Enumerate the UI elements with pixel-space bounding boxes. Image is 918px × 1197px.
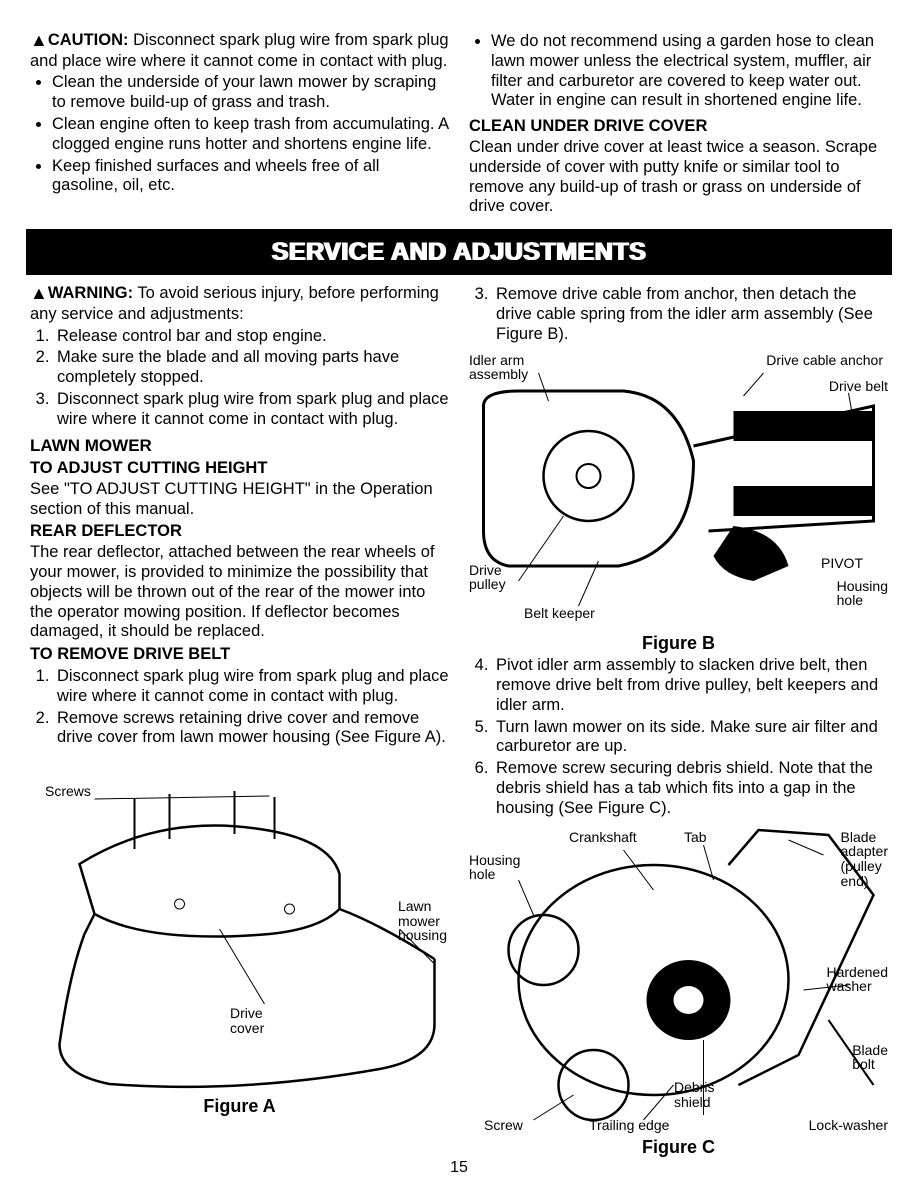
figC-label-trailing: Trailing edge (589, 1118, 669, 1133)
service-banner: SERVICE AND ADJUSTMENTS (26, 229, 892, 275)
figC-label-blade-bolt: Blade bolt (852, 1043, 888, 1072)
list-item: Make sure the blade and all moving parts… (54, 348, 449, 388)
figB-label-keeper: Belt keeper (524, 606, 595, 621)
figure-a-box: Screws Drive cover Lawn mower housing Fi… (30, 754, 449, 1118)
list-item: Turn lawn mower on its side. Make sure a… (493, 718, 888, 758)
lower-section: ▲WARNING: To avoid serious injury, befor… (30, 283, 888, 1158)
caution-paragraph: ▲CAUTION: Disconnect spark plug wire fro… (30, 30, 449, 71)
figure-c-diagram: Housing hole Crankshaft Tab Blade adapte… (469, 825, 888, 1135)
figure-b-diagram: Idler arm assembly Drive cable anchor Dr… (469, 351, 888, 631)
steps456-list: Pivot idler arm assembly to slacken driv… (469, 656, 888, 818)
top-right-bullets: We do not recommend using a garden hose … (469, 32, 888, 111)
figA-label-housing: Lawn mower housing (398, 899, 447, 943)
clean-cover-heading: CLEAN UNDER DRIVE COVER (469, 117, 888, 137)
list-item: We do not recommend using a garden hose … (491, 32, 888, 111)
list-item: Clean engine often to keep trash from ac… (52, 115, 449, 155)
top-section: ▲CAUTION: Disconnect spark plug wire fro… (30, 30, 888, 219)
figure-b-caption: Figure B (469, 633, 888, 655)
figB-label-hole: Housing hole (837, 579, 888, 608)
figC-label-hardened: Hardened washer (827, 965, 889, 994)
figC-label-debris: Debris shield (674, 1080, 714, 1109)
list-item: Remove drive cable from anchor, then det… (493, 285, 888, 344)
top-left-bullets: Clean the underside of your lawn mower b… (30, 73, 449, 196)
remove-belt-heading: TO REMOVE DRIVE BELT (30, 645, 449, 665)
figC-label-crankshaft: Crankshaft (569, 830, 637, 845)
figB-label-idler: Idler arm assembly (469, 353, 528, 382)
remove-belt-list: Disconnect spark plug wire from spark pl… (30, 667, 449, 748)
clean-cover-para: Clean under drive cover at least twice a… (469, 138, 888, 217)
figC-label-housing-hole: Housing hole (469, 853, 520, 882)
list-item: Disconnect spark plug wire from spark pl… (54, 667, 449, 707)
figA-label-screws: Screws (45, 784, 91, 799)
warning-triangle-icon: ▲ (30, 283, 48, 305)
page-number: 15 (30, 1158, 888, 1177)
figure-c-caption: Figure C (469, 1137, 888, 1159)
list-item: Release control bar and stop engine. (54, 327, 449, 347)
list-item: Pivot idler arm assembly to slacken driv… (493, 656, 888, 715)
figB-label-pulley: Drive pulley (469, 563, 506, 592)
warning-paragraph: ▲WARNING: To avoid serious injury, befor… (30, 283, 449, 324)
step3-list: Remove drive cable from anchor, then det… (469, 285, 888, 344)
figure-a-svg (30, 754, 449, 1094)
figure-a-caption: Figure A (30, 1096, 449, 1118)
lower-left-col: ▲WARNING: To avoid serious injury, befor… (30, 283, 449, 1158)
rear-deflector-para: The rear deflector, attached between the… (30, 543, 449, 642)
adjust-height-para: See "TO ADJUST CUTTING HEIGHT" in the Op… (30, 480, 449, 520)
list-item: Disconnect spark plug wire from spark pl… (54, 390, 449, 430)
figure-b-box: Idler arm assembly Drive cable anchor Dr… (469, 351, 888, 655)
list-item: Clean the underside of your lawn mower b… (52, 73, 449, 113)
warning-triangle-icon: ▲ (30, 30, 48, 52)
adjust-height-heading: TO ADJUST CUTTING HEIGHT (30, 459, 449, 479)
list-item: Remove screws retaining drive cover and … (54, 709, 449, 749)
figC-label-screw: Screw (484, 1118, 523, 1133)
figC-label-adapter: Blade adapter (pulley end) (841, 830, 888, 889)
list-item: Keep finished surfaces and wheels free o… (52, 157, 449, 197)
list-item: Remove screw securing debris shield. Not… (493, 759, 888, 818)
caution-label: CAUTION: (48, 31, 129, 49)
lawn-mower-heading: LAWN MOWER (30, 436, 449, 456)
figC-label-lock: Lock-washer (809, 1118, 888, 1133)
rear-deflector-heading: REAR DEFLECTOR (30, 522, 449, 542)
warning-list: Release control bar and stop engine. Mak… (30, 327, 449, 430)
figC-label-tab: Tab (684, 830, 707, 845)
figure-a-diagram: Screws Drive cover Lawn mower housing (30, 754, 449, 1094)
lower-right-col: Remove drive cable from anchor, then det… (469, 283, 888, 1158)
figure-c-box: Housing hole Crankshaft Tab Blade adapte… (469, 825, 888, 1159)
figB-label-anchor: Drive cable anchor (766, 353, 883, 368)
figB-label-belt: Drive belt (829, 379, 888, 394)
figA-label-drive-cover: Drive cover (230, 1006, 264, 1035)
figure-b-svg (469, 351, 888, 631)
warning-label: WARNING: (48, 284, 133, 302)
figB-label-pivot: PIVOT (821, 556, 863, 571)
top-right-col: We do not recommend using a garden hose … (469, 30, 888, 219)
top-left-col: ▲CAUTION: Disconnect spark plug wire fro… (30, 30, 449, 219)
